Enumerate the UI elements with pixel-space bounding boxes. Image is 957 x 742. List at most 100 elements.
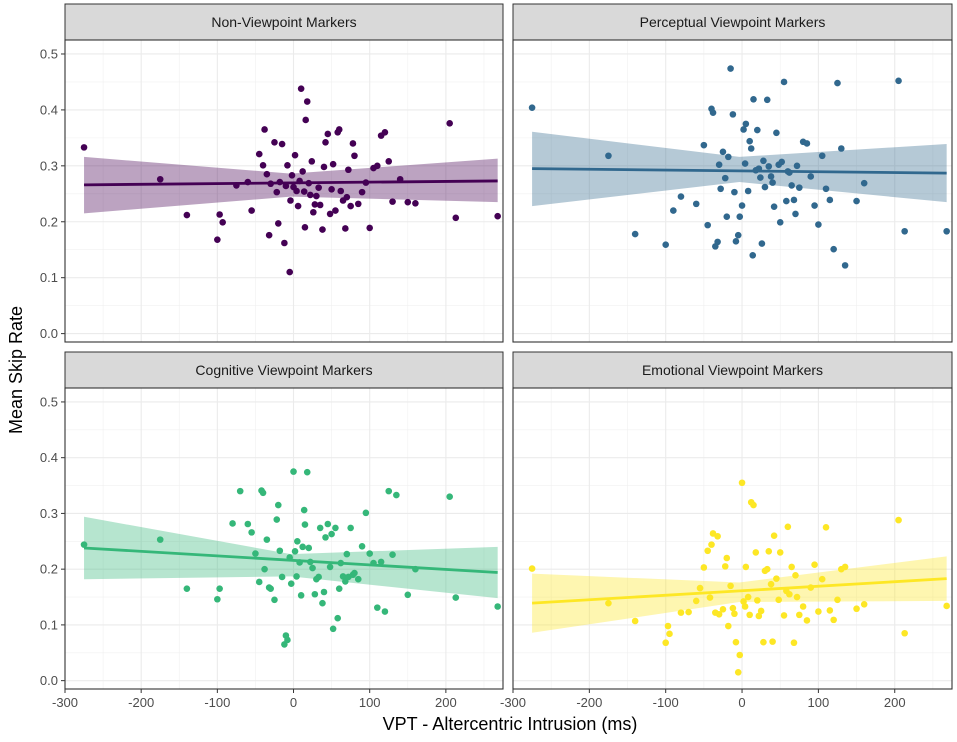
data-point xyxy=(358,543,366,550)
data-point xyxy=(276,547,284,555)
plot-background xyxy=(65,40,503,342)
data-point xyxy=(326,210,334,218)
data-point xyxy=(719,605,727,613)
data-point xyxy=(662,639,669,647)
data-point xyxy=(784,523,792,531)
plot-background xyxy=(513,388,952,689)
data-point xyxy=(738,479,746,487)
data-point xyxy=(727,65,734,72)
data-point xyxy=(778,158,786,166)
x-tick-label: 200 xyxy=(435,695,457,710)
data-point xyxy=(723,554,731,562)
data-point xyxy=(708,541,715,548)
x-tick-label: -300 xyxy=(500,695,526,710)
x-tick-label: 100 xyxy=(808,695,830,710)
data-point xyxy=(329,160,337,168)
data-point xyxy=(274,501,282,509)
data-point xyxy=(303,98,311,105)
data-point xyxy=(765,163,773,170)
data-point xyxy=(320,588,328,596)
data-point xyxy=(252,550,259,557)
data-point xyxy=(494,212,501,220)
data-point xyxy=(605,152,612,160)
data-point xyxy=(788,563,795,571)
data-point xyxy=(322,139,329,146)
data-point xyxy=(389,551,396,558)
data-point xyxy=(324,130,332,138)
data-point xyxy=(744,593,752,601)
facet-panel: Emotional Viewpoint Markers xyxy=(512,351,953,690)
data-point xyxy=(316,201,324,209)
data-point xyxy=(796,184,803,191)
data-point xyxy=(528,104,536,111)
data-point xyxy=(895,516,902,524)
data-point xyxy=(803,617,811,624)
confidence-ribbon xyxy=(532,556,947,633)
data-point xyxy=(758,240,766,247)
data-point xyxy=(302,116,310,124)
data-point xyxy=(717,185,724,193)
data-point xyxy=(324,520,332,528)
data-point xyxy=(351,152,358,160)
data-point xyxy=(263,536,271,543)
x-axis-ticks: -300 -200 -100 0 100 200 -300 -200 -100 0 100 200 xyxy=(52,689,906,710)
confidence-ribbon xyxy=(532,131,947,207)
y-tick-label: 0.0 xyxy=(40,326,58,341)
data-point xyxy=(297,85,305,92)
data-point xyxy=(754,126,761,134)
data-point xyxy=(404,198,412,206)
data-point xyxy=(692,597,700,605)
data-point xyxy=(664,622,672,630)
data-point xyxy=(631,617,639,625)
data-point xyxy=(746,137,753,145)
facet-strip xyxy=(512,351,953,389)
data-point xyxy=(354,200,362,208)
data-point xyxy=(901,227,908,235)
data-point xyxy=(494,603,501,610)
data-point xyxy=(351,569,358,577)
data-point xyxy=(834,596,841,604)
data-point xyxy=(853,605,860,613)
data-point xyxy=(315,573,322,581)
data-point xyxy=(750,95,757,103)
data-point xyxy=(742,120,750,128)
data-point xyxy=(783,197,790,205)
data-point xyxy=(332,207,339,214)
data-point xyxy=(366,550,373,557)
data-point xyxy=(273,188,281,196)
data-point xyxy=(389,198,396,205)
y-tick-label: 0.1 xyxy=(40,270,58,285)
data-point xyxy=(700,141,708,149)
data-point xyxy=(747,145,755,152)
data-point xyxy=(631,230,639,238)
data-point xyxy=(343,193,351,201)
data-point xyxy=(719,148,727,156)
y-axis-ticks: 0.0 0.1 0.2 0.3 0.4 0.5 0.0 0.1 0.2 0.3 0.4 0.5 xyxy=(40,46,65,688)
data-point xyxy=(156,536,164,543)
data-point xyxy=(343,550,351,558)
data-point xyxy=(729,604,737,612)
data-point xyxy=(790,196,798,204)
data-point xyxy=(692,200,700,208)
regression-line xyxy=(532,167,947,175)
data-point xyxy=(278,140,286,148)
data-point xyxy=(760,638,767,646)
x-axis-title: VPT - Altercentric Intrusion (ms) xyxy=(383,714,638,734)
regression-line xyxy=(532,577,947,605)
data-point xyxy=(901,629,908,637)
data-point xyxy=(714,238,721,246)
data-point xyxy=(319,226,326,233)
data-point xyxy=(528,565,536,572)
data-point xyxy=(267,585,274,592)
data-point xyxy=(319,599,326,607)
data-point xyxy=(770,203,778,210)
x-tick-label: -200 xyxy=(128,695,154,710)
data-point xyxy=(381,608,389,615)
data-point xyxy=(721,174,729,182)
data-point xyxy=(385,487,393,495)
data-point xyxy=(377,558,385,566)
data-point xyxy=(320,163,328,171)
data-point xyxy=(287,197,294,204)
data-point xyxy=(793,162,801,170)
x-tick-label: 100 xyxy=(359,695,381,710)
